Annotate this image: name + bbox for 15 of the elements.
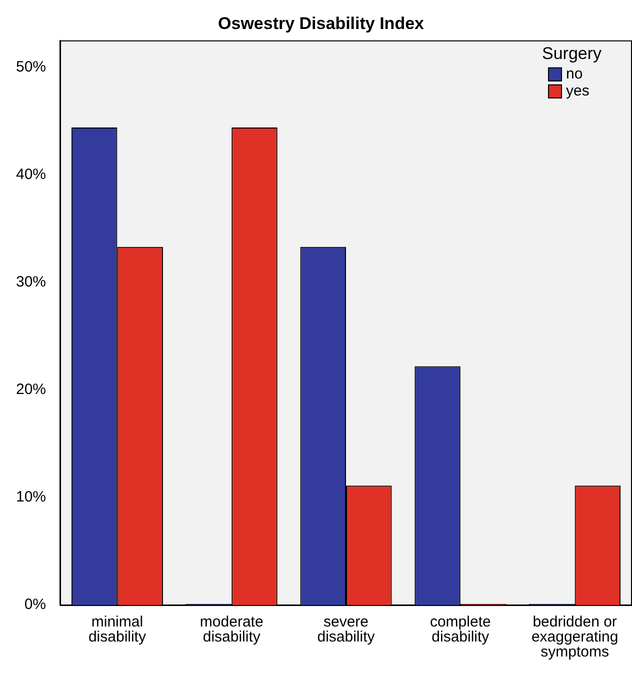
x-tick-label: severe disability — [317, 614, 376, 646]
y-tick-label: 40% — [16, 166, 46, 183]
y-tick-label: 20% — [16, 381, 46, 398]
y-tick-label: 30% — [16, 274, 46, 291]
x-tick-label: minimal disability — [88, 614, 146, 646]
x-tick-label: moderate disability — [200, 614, 264, 646]
chart-title: Oswestry Disability Index — [218, 14, 425, 33]
y-tick-label: 0% — [24, 596, 46, 614]
y-tick-label: 50% — [16, 58, 46, 76]
legend-title: Surgery — [542, 44, 602, 64]
x-tick-label: bedridden or exaggerating symptoms — [531, 614, 618, 661]
x-tick-label: complete disability — [430, 614, 491, 646]
y-tick-label: 10% — [16, 488, 46, 506]
legend-label: yes — [566, 82, 590, 100]
legend-label: no — [566, 66, 583, 83]
